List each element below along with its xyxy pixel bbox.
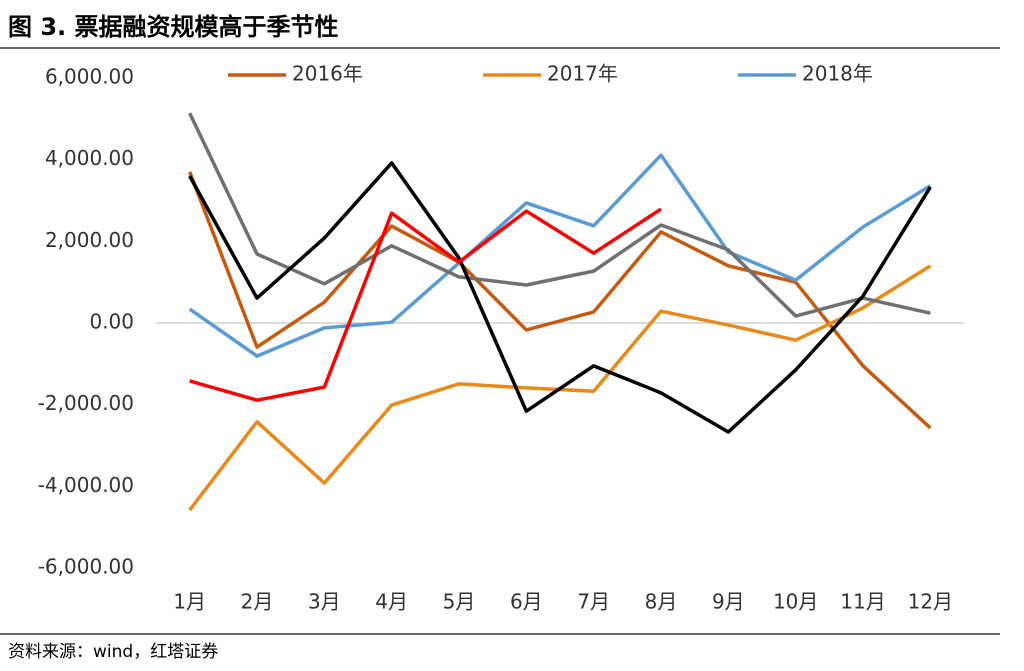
y-tick-label: 4,000.00	[45, 146, 134, 170]
x-tick-label: 7月	[577, 590, 610, 614]
series-line	[188, 112, 931, 318]
y-tick-label: 0.00	[89, 310, 134, 334]
x-tick-label: 9月	[712, 590, 745, 614]
legend-label: 2016年	[292, 62, 363, 86]
x-tick-label: 11月	[840, 590, 885, 614]
y-tick-label: 2,000.00	[45, 228, 134, 252]
source-note: 资料来源：wind，红塔证券	[8, 642, 218, 662]
x-tick-label: 10月	[773, 590, 818, 614]
y-tick-label: -4,000.00	[38, 473, 134, 497]
series-line	[188, 171, 932, 430]
y-tick-label: 6,000.00	[45, 65, 134, 89]
x-tick-label: 6月	[510, 590, 543, 614]
x-tick-label: 12月	[908, 590, 953, 614]
x-tick-label: 4月	[375, 590, 408, 614]
x-tick-label: 2月	[241, 590, 274, 614]
x-tick-label: 1月	[173, 590, 206, 614]
x-tick-label: 3月	[308, 590, 341, 614]
y-tick-label: -6,000.00	[38, 555, 134, 579]
legend-label: 2018年	[802, 62, 873, 86]
chart-title: 图 3. 票据融资规模高于季节性	[8, 13, 339, 41]
series-line	[188, 161, 932, 434]
series-line	[188, 153, 932, 358]
series-line	[189, 207, 662, 402]
x-tick-label: 8月	[645, 590, 678, 614]
x-tick-label: 5月	[443, 590, 476, 614]
legend-label: 2017年	[547, 62, 618, 86]
y-tick-label: -2,000.00	[38, 391, 134, 415]
